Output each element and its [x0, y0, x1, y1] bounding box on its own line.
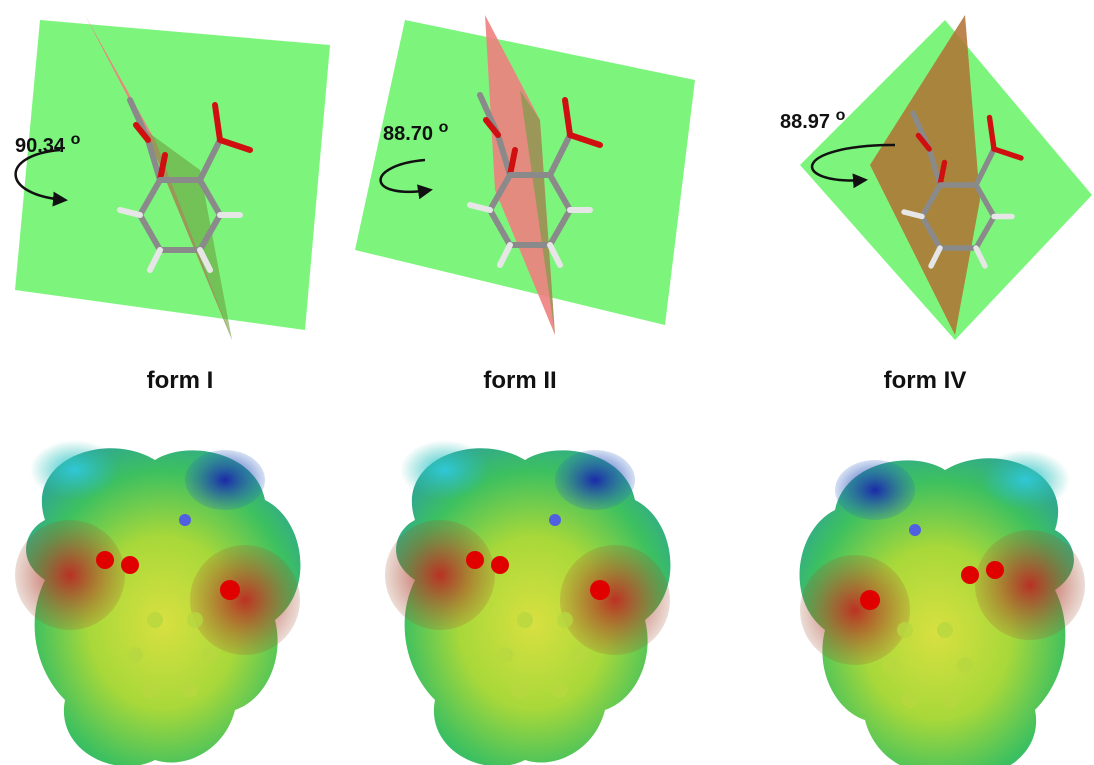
form-label: form I [147, 367, 214, 394]
angle-value: 88.70 [383, 123, 433, 145]
form-label: form IV [884, 367, 967, 394]
angle-value: 88.97 [780, 111, 830, 133]
degree: o [439, 119, 449, 136]
angle-value: 90.34 [15, 135, 66, 157]
esp-surface [800, 450, 1085, 765]
degree: o [71, 131, 81, 148]
degree: o [836, 107, 846, 124]
esp-surface [15, 440, 300, 765]
angle-label: 88.97 o [780, 107, 846, 133]
esp-surface [385, 440, 670, 765]
form-label: form II [483, 367, 556, 394]
figure: 90.34 o form I 88.70 o form II 88.97 o f… [0, 0, 1094, 765]
